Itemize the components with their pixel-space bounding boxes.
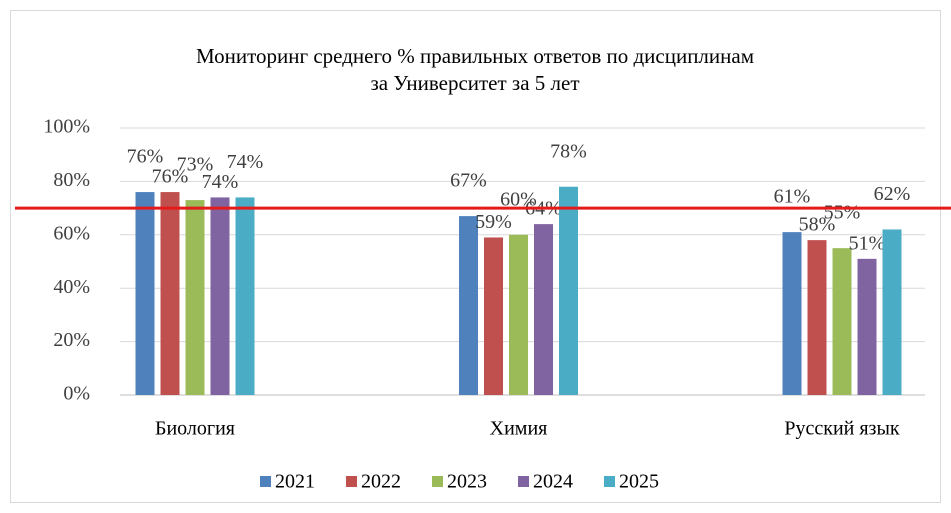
bar — [210, 197, 230, 395]
bar — [782, 232, 802, 395]
data-label: 74% — [202, 171, 239, 193]
legend-swatch — [432, 476, 443, 487]
y-tick-label: 100% — [43, 116, 90, 138]
bar — [509, 234, 528, 395]
data-label: 61% — [774, 186, 811, 208]
y-tick-label: 60% — [53, 222, 90, 244]
chart-title: за Университет за 5 лет — [370, 71, 579, 95]
legend-label: 2021 — [275, 471, 315, 493]
x-tick-label: Русский язык — [784, 418, 900, 440]
data-label: 59% — [475, 211, 512, 233]
bar — [857, 258, 877, 395]
data-label: 76% — [152, 166, 189, 188]
bar — [160, 192, 180, 395]
legend-swatch — [346, 476, 357, 487]
bar — [135, 192, 155, 395]
legend-swatch — [604, 476, 615, 487]
bar — [484, 237, 503, 395]
y-tick-label: 40% — [53, 276, 90, 298]
data-label: 76% — [127, 146, 164, 168]
legend-label: 2024 — [533, 471, 573, 493]
x-tick-label: Химия — [490, 418, 548, 440]
data-label: 58% — [799, 214, 836, 236]
legend-label: 2025 — [619, 471, 659, 493]
data-label: 74% — [227, 151, 264, 173]
data-label: 55% — [824, 202, 861, 224]
chart-title: Мониторинг среднего % правильных ответов… — [196, 44, 754, 68]
bar — [235, 197, 255, 395]
bar — [882, 229, 902, 395]
y-tick-label: 0% — [63, 383, 90, 405]
data-label: 67% — [450, 170, 487, 192]
legend-label: 2023 — [447, 471, 487, 493]
y-tick-label: 20% — [53, 329, 90, 351]
legend-swatch — [518, 476, 529, 487]
data-label: 51% — [849, 232, 886, 254]
data-label: 60% — [500, 188, 537, 210]
bar — [534, 224, 553, 395]
bar — [832, 248, 852, 395]
bar — [559, 186, 578, 395]
bar — [459, 216, 478, 395]
data-label: 62% — [874, 183, 911, 205]
legend-label: 2022 — [361, 471, 401, 493]
data-label: 78% — [550, 140, 587, 162]
legend-swatch — [260, 476, 271, 487]
bar — [185, 200, 205, 395]
x-tick-label: Биология — [155, 418, 235, 440]
y-tick-label: 80% — [53, 169, 90, 191]
data-label: 73% — [177, 154, 214, 176]
bar — [807, 240, 827, 395]
